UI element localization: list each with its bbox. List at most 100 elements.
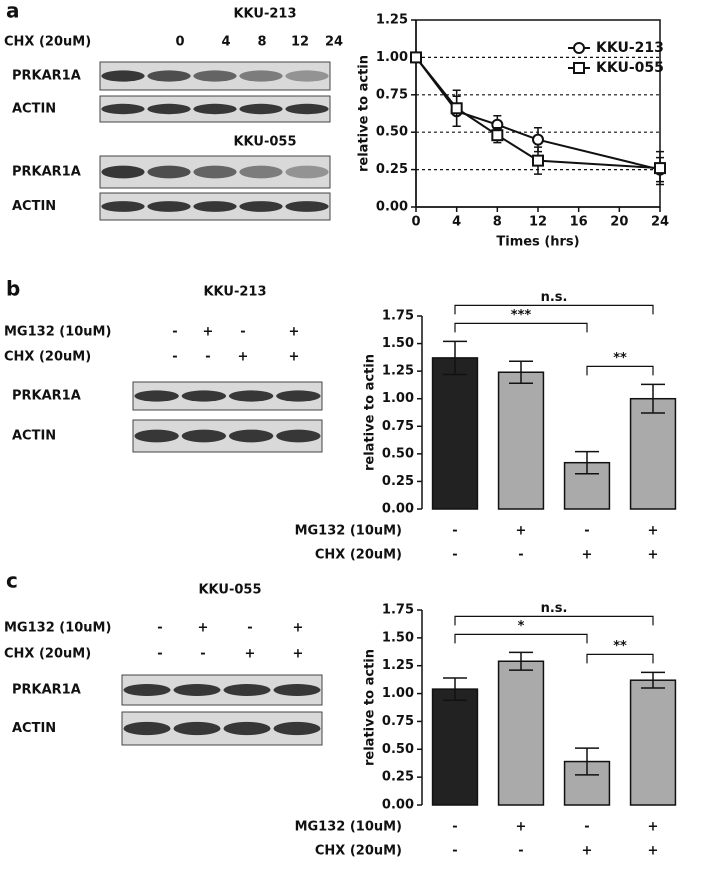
y-tick-label: 0.25: [382, 770, 414, 785]
y-tick-label: 0.75: [376, 87, 408, 102]
y-tick-label: 1.00: [376, 50, 408, 65]
significance-label: ***: [511, 308, 532, 323]
treatment-sign: -: [584, 524, 589, 539]
significance-bracket: [586, 653, 654, 664]
treatment-sign: +: [648, 524, 659, 539]
treatment-sign: -: [172, 350, 177, 365]
error-bar: [443, 677, 467, 702]
blot-band: [285, 201, 329, 212]
blot-band: [101, 201, 145, 212]
treatment-sign: -: [240, 325, 245, 340]
blot-band: [285, 70, 329, 82]
blot-band: [147, 165, 191, 179]
treatment-label: MG132 (10uM): [295, 524, 402, 539]
blot-row-label: PRKAR1A: [12, 683, 81, 698]
y-axis-label: relative to actin: [357, 55, 372, 172]
blot-band: [101, 165, 145, 179]
blot-band: [228, 429, 274, 443]
y-tick-label: 0.50: [382, 446, 414, 461]
y-tick-label: 0.75: [382, 714, 414, 729]
y-tick-label: 0.00: [376, 200, 408, 215]
significance-label: **: [613, 351, 627, 366]
treatment-sign: +: [293, 621, 304, 636]
y-tick-label: 1.00: [382, 391, 414, 406]
blot-band: [273, 684, 321, 696]
y-axis-label: relative to actin: [363, 649, 378, 766]
y-tick-label: 1.75: [382, 603, 414, 618]
treatment-sign: +: [648, 820, 659, 835]
bar: [431, 357, 479, 510]
point: [532, 133, 544, 146]
blot-band: [276, 429, 321, 443]
y-tick-label: 0.25: [382, 474, 414, 489]
x-axis-label: Times (hrs): [496, 235, 579, 250]
point: [410, 51, 422, 64]
error-bar: [575, 747, 599, 776]
x-tick-label: 16: [570, 215, 588, 230]
treatment-label: CHX (20uM): [315, 844, 402, 859]
treatment-sign: -: [157, 621, 162, 636]
blot-band: [181, 390, 227, 402]
blot-row-label: ACTIN: [12, 199, 56, 214]
blot-band: [193, 70, 237, 82]
treatment-sign: -: [518, 548, 523, 563]
treatment-sign: -: [157, 647, 162, 662]
blot-title: KKU-213: [233, 7, 296, 22]
significance-bracket: [586, 365, 654, 376]
y-tick-label: 0.50: [376, 125, 408, 140]
point: [491, 129, 504, 142]
blot-band: [181, 429, 227, 443]
blot-row-label: PRKAR1A: [12, 389, 81, 404]
blot-band: [285, 165, 329, 179]
legend-label: KKU-213: [596, 40, 664, 56]
treatment-sign: -: [452, 524, 457, 539]
treatment-sign: -: [452, 844, 457, 859]
significance-bracket: [454, 304, 654, 315]
significance-bracket: [454, 633, 588, 644]
treatment-label: MG132 (10uM): [4, 325, 111, 340]
blot-band: [239, 165, 283, 179]
blot-band: [123, 684, 171, 696]
treatment-label: CHX (20uM): [4, 350, 91, 365]
x-tick-label: 20: [610, 215, 628, 230]
blot-title: KKU-055: [233, 135, 296, 150]
blot-row-label: ACTIN: [12, 102, 56, 117]
blot-band: [193, 165, 237, 179]
error-bar: [509, 360, 533, 385]
y-tick-label: 1.25: [376, 13, 408, 28]
treatment-sign: +: [289, 350, 300, 365]
significance-bracket: [454, 322, 588, 333]
treatment-sign: +: [516, 524, 527, 539]
blot-band: [223, 721, 271, 736]
y-tick-label: 0.00: [382, 798, 414, 813]
blot-band: [276, 390, 321, 402]
treatment-sign: +: [582, 844, 593, 859]
y-tick-label: 1.25: [382, 658, 414, 673]
y-tick-label: 0.25: [376, 162, 408, 177]
treatment-sign: +: [648, 844, 659, 859]
treatment-label: CHX (20uM): [4, 35, 91, 50]
blot-band: [273, 721, 321, 736]
treatment-sign: -: [172, 325, 177, 340]
blot-row-label: PRKAR1A: [12, 69, 81, 84]
treatment-sign: +: [516, 820, 527, 835]
error-bar: [641, 383, 665, 414]
treatment-sign: +: [293, 647, 304, 662]
blot-band: [101, 103, 145, 115]
point: [450, 102, 463, 115]
blot-band: [228, 390, 274, 402]
treatment-sign: 0: [175, 35, 184, 50]
blot-band: [193, 103, 237, 115]
x-tick-label: 4: [452, 215, 461, 230]
blot-band: [173, 721, 221, 736]
treatment-sign: 12: [291, 35, 309, 50]
y-tick-label: 1.25: [382, 364, 414, 379]
bar: [431, 688, 479, 806]
point: [532, 154, 544, 167]
blot-band: [134, 429, 179, 443]
legend-marker: [573, 62, 585, 74]
significance-label: *: [518, 619, 525, 634]
treatment-label: MG132 (10uM): [4, 621, 111, 636]
error-bar: [641, 671, 665, 689]
